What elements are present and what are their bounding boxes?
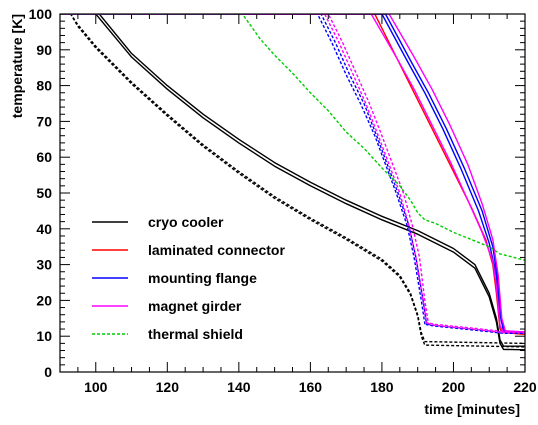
x-axis-label: time [minutes] bbox=[424, 401, 520, 417]
x-tick-label: 180 bbox=[370, 379, 394, 395]
y-tick-label: 40 bbox=[36, 221, 52, 237]
legend-label: thermal shield bbox=[148, 326, 243, 342]
y-tick-label: 90 bbox=[36, 42, 52, 58]
series-line-magnet-girder-8 bbox=[60, 14, 525, 333]
series-line-magnet-girder-7 bbox=[60, 14, 525, 334]
y-tick-label: 80 bbox=[36, 78, 52, 94]
series-line-mounting-flange-6 bbox=[60, 14, 525, 334]
y-tick-label: 60 bbox=[36, 149, 52, 165]
legend-label: mounting flange bbox=[148, 270, 257, 286]
y-tick-label: 70 bbox=[36, 113, 52, 129]
x-tick-label: 160 bbox=[299, 379, 323, 395]
x-tick-label: 200 bbox=[442, 379, 466, 395]
x-tick-label: 140 bbox=[227, 379, 251, 395]
series-line-magnet-girder-12 bbox=[60, 14, 525, 334]
legend-label: cryo cooler bbox=[148, 214, 224, 230]
plot-frame-rect bbox=[59, 13, 526, 373]
series-line-thermal-shield-13 bbox=[60, 14, 525, 261]
plot-frame bbox=[59, 13, 526, 373]
series-line-cryo-cooler-1 bbox=[60, 14, 525, 351]
y-tick-label: 100 bbox=[29, 6, 53, 22]
y-tick-label: 50 bbox=[36, 185, 52, 201]
legend: cryo cooler laminated connector mounting f… bbox=[92, 214, 285, 342]
x-tick-label: 120 bbox=[156, 379, 180, 395]
series-line-cryo-cooler-2 bbox=[60, 14, 525, 345]
series-line-cryo-cooler-0 bbox=[60, 14, 525, 347]
y-tick-label: 20 bbox=[36, 292, 52, 308]
tick-layer: 100 120 140 160 180 200 220 0 10 20 30 40 50 60 70 80 90… bbox=[29, 6, 537, 395]
series-line-mounting-flange-5 bbox=[60, 14, 525, 334]
series-line-cryo-cooler-3 bbox=[60, 14, 525, 348]
series-layer bbox=[60, 14, 525, 351]
axis-label-layer: time [minutes] temperature [K] bbox=[9, 14, 520, 417]
y-tick-label: 30 bbox=[36, 257, 52, 273]
legend-label: magnet girder bbox=[148, 298, 242, 314]
series-line-mounting-flange-10 bbox=[60, 14, 525, 334]
x-tick-label: 100 bbox=[84, 379, 108, 395]
series-line-magnet-girder-11 bbox=[60, 14, 525, 333]
legend-label: laminated connector bbox=[148, 242, 285, 258]
x-tick-label: 220 bbox=[513, 379, 537, 395]
y-axis-label: temperature [K] bbox=[9, 14, 25, 118]
y-tick-label: 10 bbox=[36, 328, 52, 344]
y-tick-label: 0 bbox=[44, 364, 52, 380]
